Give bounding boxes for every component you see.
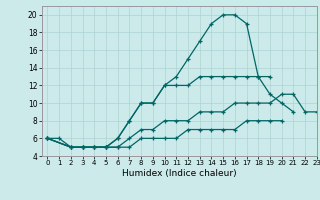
X-axis label: Humidex (Indice chaleur): Humidex (Indice chaleur) xyxy=(122,169,236,178)
